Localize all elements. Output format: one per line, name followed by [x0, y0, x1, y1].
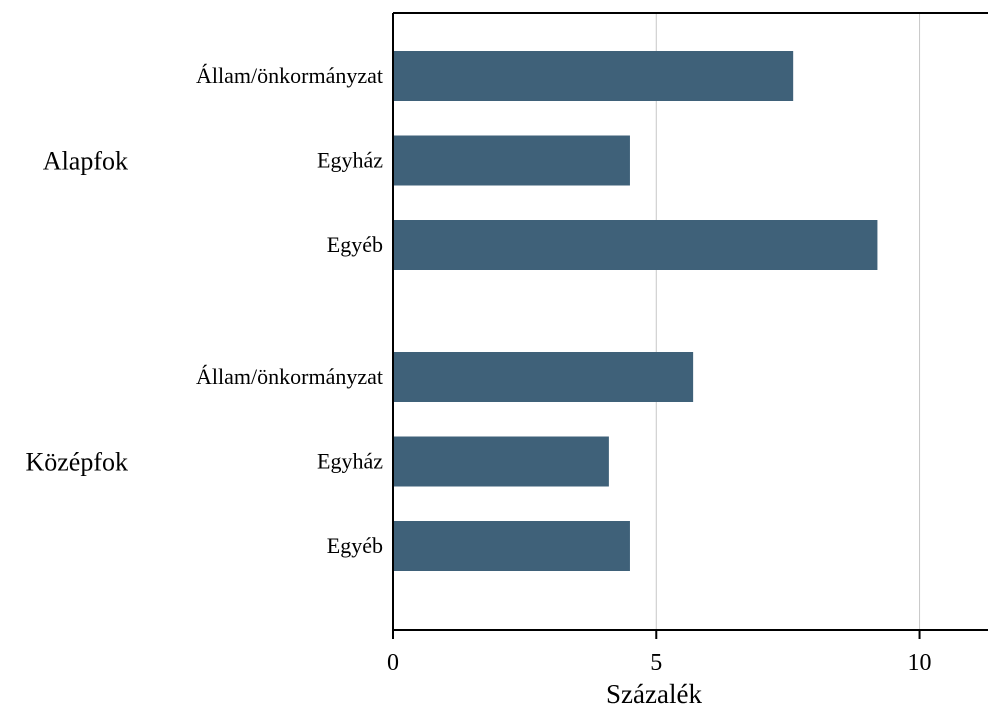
category-label: Egyéb — [327, 232, 383, 257]
bar — [393, 135, 630, 186]
group-label: Alapfok — [43, 147, 128, 176]
x-tick-label: 10 — [908, 650, 932, 676]
axes — [392, 12, 988, 631]
bar — [393, 51, 794, 101]
x-axis-label: Százalék — [606, 679, 702, 709]
category-label: Egyéb — [327, 533, 383, 558]
x-ticks: 0 5 10 — [387, 630, 932, 676]
category-label: Egyház — [317, 148, 383, 173]
group-label: Középfok — [25, 448, 128, 477]
category-labels: Állam/önkormányzat Egyház Egyéb Állam/önkor… — [196, 63, 383, 558]
group-labels: Alapfok Középfok — [25, 147, 128, 477]
bar — [393, 220, 878, 270]
bar — [393, 352, 694, 402]
x-tick-label: 5 — [650, 650, 662, 676]
bar — [393, 521, 630, 571]
category-label: Állam/önkormányzat — [196, 63, 383, 88]
gridlines — [655, 13, 921, 630]
bar — [393, 436, 609, 487]
category-label: Egyház — [317, 449, 383, 474]
x-tick-label: 0 — [387, 650, 399, 676]
category-label: Állam/önkormányzat — [196, 364, 383, 389]
bars — [393, 51, 878, 571]
